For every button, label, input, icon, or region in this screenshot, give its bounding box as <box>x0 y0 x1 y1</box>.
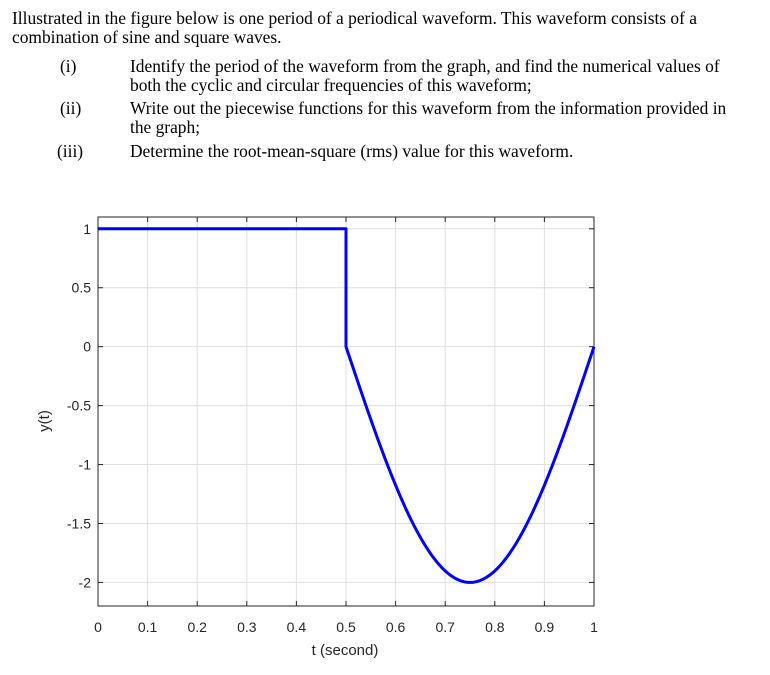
question-2: (ii) Write out the piecewise functions f… <box>60 99 760 139</box>
x-tick-label: 1 <box>590 619 598 635</box>
x-tick-label: 0.8 <box>485 619 505 635</box>
question-1-number: (i) <box>60 56 77 76</box>
x-tick-label: 0.2 <box>187 619 207 635</box>
x-tick-label: 0.6 <box>386 619 406 635</box>
question-1: (i) Identify the period of the waveform … <box>60 57 760 97</box>
question-2-number: (ii) <box>60 98 82 118</box>
question-3-number: (iii) <box>57 141 84 161</box>
problem-intro: Illustrated in the figure below is one p… <box>12 8 697 47</box>
question-1-text: Identify the period of the waveform from… <box>130 56 720 95</box>
y-tick-label: 1 <box>83 221 91 237</box>
x-tick-label: 0.3 <box>237 619 257 635</box>
question-2-text: Write out the piecewise functions for th… <box>130 98 727 137</box>
x-tick-label: 0.4 <box>287 619 307 635</box>
y-axis-label: y(t) <box>36 410 53 432</box>
y-tick-label: -1 <box>79 457 92 473</box>
y-tick-label: 0.5 <box>72 280 92 296</box>
question-3-text: Determine the root-mean-square (rms) val… <box>130 141 574 161</box>
y-tick-labels: 1 0.5 0 -0.5 -1 -1.5 -2 <box>67 221 91 591</box>
question-3: (iii) Determine the root-mean-square (rm… <box>57 142 757 164</box>
x-tick-label: 0 <box>94 619 102 635</box>
y-tick-label: -1.5 <box>67 515 91 531</box>
x-tick-label: 0.5 <box>336 619 356 635</box>
waveform-line <box>98 227 596 584</box>
x-axis-label: t (second) <box>312 642 379 659</box>
x-tick-label: 0.9 <box>535 619 555 635</box>
x-tick-label: 0.7 <box>435 619 455 635</box>
y-tick-label: -0.5 <box>67 398 91 414</box>
x-tick-label: 0.1 <box>138 619 158 635</box>
axis-ticks <box>97 217 595 606</box>
y-tick-label: 0 <box>83 339 91 355</box>
x-tick-labels: 0 0.1 0.2 0.3 0.4 0.5 0.6 0.7 0.8 0.9 1 <box>94 619 598 635</box>
y-tick-label: -2 <box>79 574 92 590</box>
